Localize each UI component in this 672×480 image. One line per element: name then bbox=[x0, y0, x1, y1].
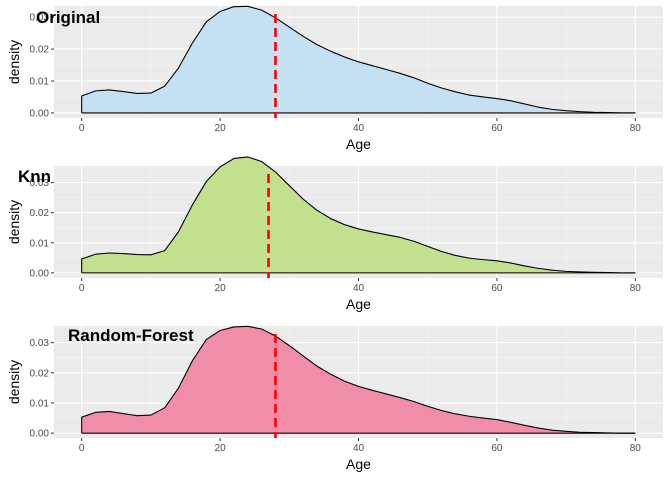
x-tick-label: 20 bbox=[215, 443, 227, 454]
y-tick-label: 0.02 bbox=[30, 368, 50, 379]
y-tick-label: 0.02 bbox=[30, 45, 50, 56]
y-tick-label: 0.01 bbox=[30, 76, 50, 87]
density-area bbox=[81, 6, 636, 113]
x-tick-label: 80 bbox=[630, 283, 642, 294]
x-tick-label: 80 bbox=[630, 443, 642, 454]
y-tick-label: 0.02 bbox=[30, 208, 50, 219]
y-tick-label: 0.00 bbox=[30, 268, 50, 279]
x-axis-title: Age bbox=[346, 136, 371, 152]
x-tick-label: 20 bbox=[215, 283, 227, 294]
panel-label: Original bbox=[36, 8, 100, 27]
x-tick-label: 20 bbox=[215, 123, 227, 134]
y-axis-title: density bbox=[6, 200, 22, 244]
x-tick-label: 40 bbox=[353, 123, 365, 134]
y-tick-label: 0.01 bbox=[30, 398, 50, 409]
x-tick-label: 0 bbox=[79, 123, 85, 134]
chart-panel-1: 0 20 40 60 80 0.00 0.01 0.02 0.03 Age density Origi… bbox=[6, 5, 663, 152]
x-tick-label: 60 bbox=[491, 123, 503, 134]
x-tick-label: 40 bbox=[353, 283, 365, 294]
chart-panel-2: 0 20 40 60 80 0.00 0.01 0.02 0.03 Age density Knn bbox=[6, 156, 663, 312]
y-tick-label: 0.00 bbox=[30, 429, 50, 440]
density-area bbox=[81, 326, 636, 434]
x-tick-label: 0 bbox=[79, 443, 85, 454]
x-tick-label: 40 bbox=[353, 443, 365, 454]
density-area bbox=[81, 156, 636, 273]
density-line bbox=[81, 5, 636, 114]
x-tick-label: 60 bbox=[491, 443, 503, 454]
y-axis-title: density bbox=[6, 40, 22, 84]
panel-label: Random-Forest bbox=[68, 326, 194, 345]
y-tick-label: 0.03 bbox=[30, 13, 50, 24]
y-tick-label: 0.03 bbox=[30, 338, 50, 349]
chart-panel-3: 0 20 40 60 80 0.00 0.01 0.02 0.03 Age density Rando… bbox=[6, 325, 663, 472]
density-line bbox=[81, 325, 636, 434]
x-tick-label: 60 bbox=[491, 283, 503, 294]
x-tick-label: 0 bbox=[79, 283, 85, 294]
y-tick-label: 0.03 bbox=[30, 178, 50, 189]
panel-label: Knn bbox=[18, 167, 51, 186]
y-axis-title: density bbox=[6, 360, 22, 404]
x-tick-label: 80 bbox=[630, 123, 642, 134]
y-tick-label: 0.01 bbox=[30, 238, 50, 249]
x-axis-title: Age bbox=[346, 456, 371, 472]
density-line bbox=[81, 156, 636, 274]
x-axis-title: Age bbox=[346, 296, 371, 312]
y-tick-label: 0.00 bbox=[30, 108, 50, 119]
